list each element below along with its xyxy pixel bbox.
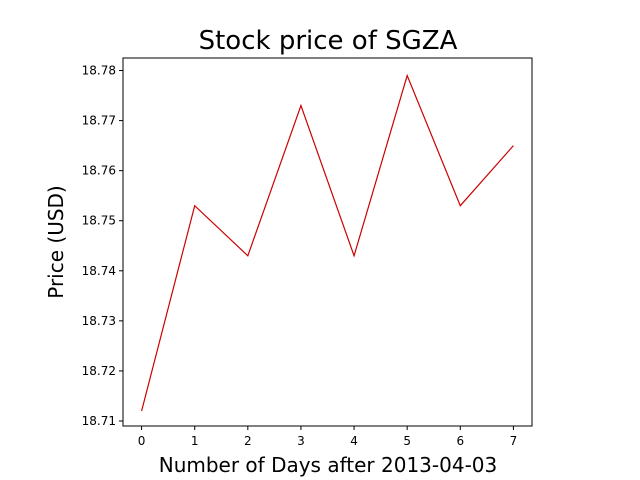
y-tick-label: 18.78 [82, 64, 116, 78]
y-tick-label: 18.75 [82, 214, 116, 228]
x-tick-label: 1 [191, 434, 199, 448]
x-tick-label: 2 [244, 434, 252, 448]
x-axis-label: Number of Days after 2013-04-03 [159, 453, 498, 477]
y-axis-label: Price (USD) [44, 185, 68, 299]
x-tick-label: 6 [456, 434, 464, 448]
x-tick-label: 0 [138, 434, 146, 448]
y-axis-ticks: 18.71 18.72 18.73 18.74 18.75 18.76 18.77 18.78 [82, 64, 123, 428]
chart-title: Stock price of SGZA [199, 26, 458, 56]
y-tick-label: 18.77 [82, 114, 116, 128]
price-series-line [141, 73, 514, 412]
x-tick-label: 3 [297, 434, 305, 448]
y-tick-label: 18.76 [82, 164, 116, 178]
plot-frame [122, 57, 533, 427]
series-layer [141, 73, 514, 412]
x-axis-ticks: 0 1 2 3 4 5 6 7 [138, 426, 517, 448]
x-tick-label: 5 [403, 434, 411, 448]
x-tick-label: 4 [350, 434, 358, 448]
y-tick-label: 18.71 [82, 414, 116, 428]
y-tick-label: 18.72 [82, 364, 116, 378]
y-tick-label: 18.73 [82, 314, 116, 328]
x-tick-label: 7 [510, 434, 518, 448]
y-tick-label: 18.74 [82, 264, 116, 278]
